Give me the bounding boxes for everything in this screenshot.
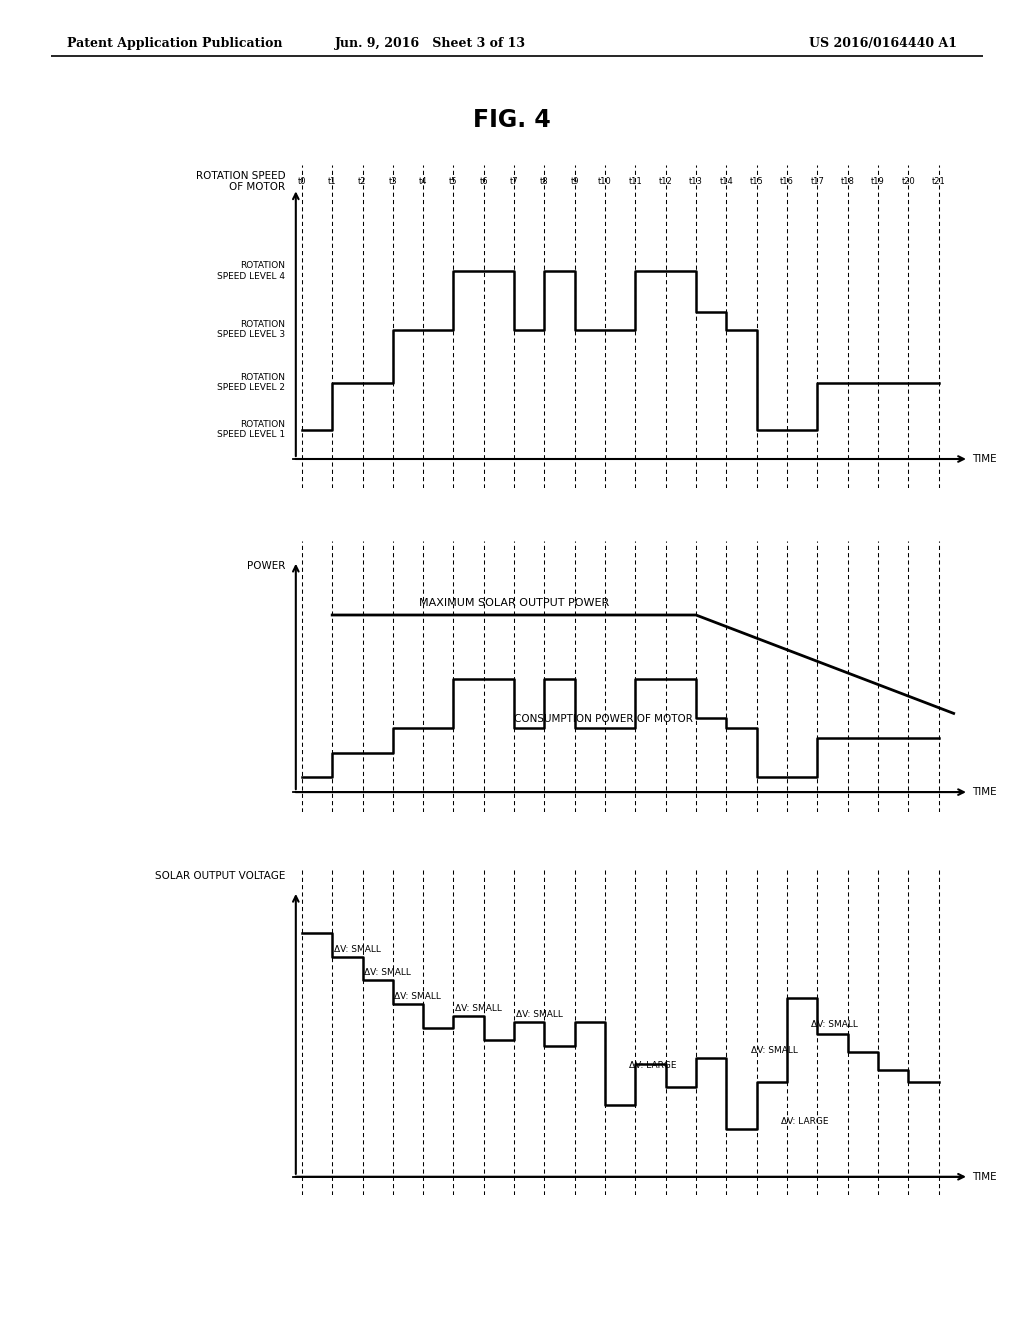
Text: t17: t17	[810, 177, 824, 186]
Text: t21: t21	[932, 177, 945, 186]
Text: ΔV: LARGE: ΔV: LARGE	[781, 1117, 828, 1126]
Text: SOLAR OUTPUT VOLTAGE: SOLAR OUTPUT VOLTAGE	[155, 871, 286, 882]
Text: TIME: TIME	[972, 454, 996, 465]
Text: t3: t3	[388, 177, 397, 186]
Text: t2: t2	[358, 177, 367, 186]
Text: ΔV: SMALL: ΔV: SMALL	[455, 1005, 502, 1012]
Text: US 2016/0164440 A1: US 2016/0164440 A1	[809, 37, 957, 50]
Text: ΔV: SMALL: ΔV: SMALL	[811, 1020, 858, 1030]
Text: ROTATION
SPEED LEVEL 4: ROTATION SPEED LEVEL 4	[217, 261, 286, 281]
Text: CONSUMPTION POWER OF MOTOR: CONSUMPTION POWER OF MOTOR	[514, 714, 693, 725]
Text: t5: t5	[450, 177, 458, 186]
Text: TIME: TIME	[972, 787, 996, 797]
Text: t19: t19	[871, 177, 885, 186]
Text: t18: t18	[841, 177, 854, 186]
Text: t20: t20	[901, 177, 915, 186]
Text: t15: t15	[750, 177, 764, 186]
Text: POWER: POWER	[247, 561, 286, 570]
Text: t13: t13	[689, 177, 702, 186]
Text: t14: t14	[720, 177, 733, 186]
Text: t10: t10	[598, 177, 612, 186]
Text: t9: t9	[570, 177, 579, 186]
Text: ΔV: SMALL: ΔV: SMALL	[394, 993, 441, 1001]
Text: t6: t6	[479, 177, 488, 186]
Text: ΔV: LARGE: ΔV: LARGE	[630, 1060, 677, 1069]
Text: ΔV: SMALL: ΔV: SMALL	[751, 1045, 798, 1055]
Text: MAXIMUM SOLAR OUTPUT POWER: MAXIMUM SOLAR OUTPUT POWER	[419, 598, 609, 607]
Text: t1: t1	[328, 177, 337, 186]
Text: t0: t0	[298, 177, 306, 186]
Text: t4: t4	[419, 177, 427, 186]
Text: t12: t12	[658, 177, 673, 186]
Text: ROTATION SPEED
OF MOTOR: ROTATION SPEED OF MOTOR	[196, 170, 286, 193]
Text: ΔV: SMALL: ΔV: SMALL	[364, 969, 411, 977]
Text: t16: t16	[780, 177, 794, 186]
Text: ROTATION
SPEED LEVEL 2: ROTATION SPEED LEVEL 2	[217, 372, 286, 392]
Text: t7: t7	[510, 177, 518, 186]
Text: ΔV: SMALL: ΔV: SMALL	[516, 1010, 562, 1019]
Text: TIME: TIME	[972, 1172, 996, 1181]
Text: t11: t11	[629, 177, 642, 186]
Text: ΔV: SMALL: ΔV: SMALL	[334, 945, 381, 953]
Text: t8: t8	[540, 177, 549, 186]
Text: Jun. 9, 2016   Sheet 3 of 13: Jun. 9, 2016 Sheet 3 of 13	[335, 37, 525, 50]
Text: ROTATION
SPEED LEVEL 3: ROTATION SPEED LEVEL 3	[217, 319, 286, 339]
Text: Patent Application Publication: Patent Application Publication	[67, 37, 282, 50]
Text: FIG. 4: FIG. 4	[473, 108, 551, 132]
Text: ROTATION
SPEED LEVEL 1: ROTATION SPEED LEVEL 1	[217, 420, 286, 440]
